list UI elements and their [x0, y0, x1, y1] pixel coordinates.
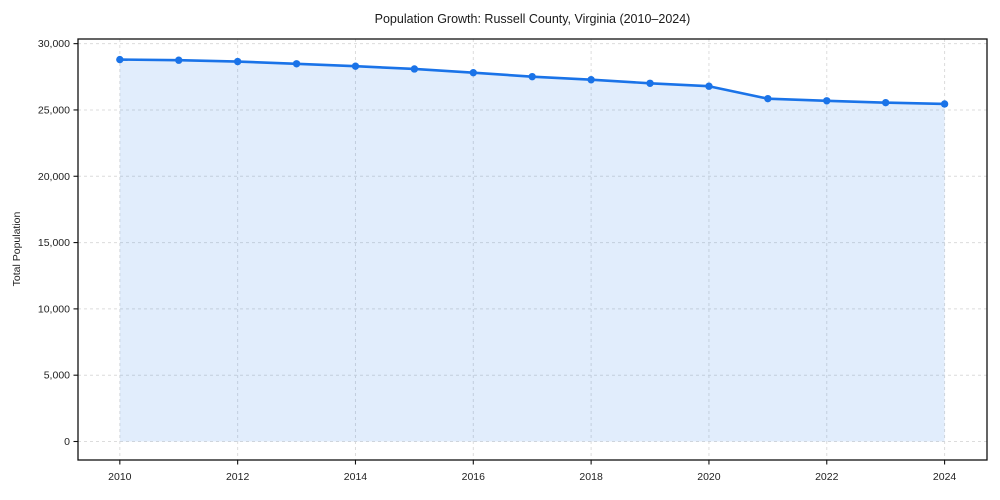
data-point — [351, 62, 360, 70]
y-tick-label: 0 — [64, 436, 70, 448]
data-point — [175, 56, 183, 64]
x-tick-label: 2022 — [815, 471, 839, 483]
data-point — [764, 94, 772, 103]
y-tick-label: 10,000 — [38, 303, 70, 315]
x-axis: 2010 2012 2014 2016 2018 2020 2022 2024 — [108, 460, 956, 483]
y-tick-label: 5,000 — [44, 370, 70, 382]
plot-border — [77, 38, 988, 461]
data-point — [881, 98, 890, 107]
data-point — [823, 97, 831, 105]
data-point — [233, 57, 242, 66]
y-tick-label: 30,000 — [38, 38, 70, 50]
x-tick-label: 2014 — [344, 471, 368, 483]
chart-title: Population Growth: Russell County, Virgi… — [374, 12, 691, 26]
data-point — [292, 60, 301, 68]
gridlines — [78, 39, 987, 460]
data-point — [116, 55, 124, 64]
data-point — [587, 76, 595, 84]
x-tick-label: 2010 — [108, 471, 132, 483]
x-tick-label: 2018 — [579, 471, 603, 483]
x-tick-label: 2020 — [697, 471, 721, 483]
x-tick-label: 2024 — [933, 471, 957, 483]
x-tick-label: 2012 — [226, 471, 250, 483]
data-point — [646, 79, 654, 87]
data-point — [469, 68, 477, 77]
area-fill — [119, 59, 945, 442]
data-point — [528, 72, 536, 81]
y-tick-label: 15,000 — [38, 237, 70, 249]
data-point — [705, 82, 713, 90]
data-points — [116, 55, 949, 108]
y-axis: 0 5,000 10,000 15,000 20,000 25,000 30,000 — [38, 38, 78, 448]
x-tick-label: 2016 — [462, 471, 486, 483]
data-point — [410, 65, 419, 73]
y-tick-label: 25,000 — [38, 104, 70, 116]
data-point — [940, 100, 949, 108]
y-tick-label: 20,000 — [38, 171, 70, 183]
